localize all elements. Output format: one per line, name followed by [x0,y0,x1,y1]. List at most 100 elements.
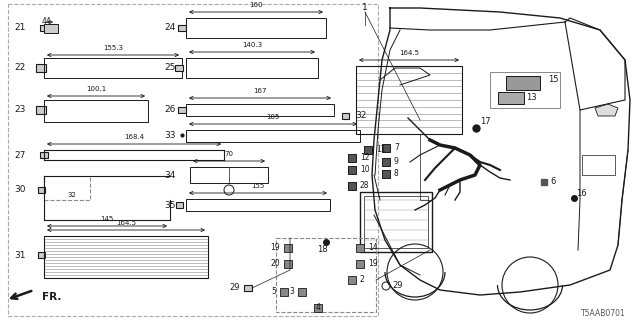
Bar [244,285,252,291]
Text: 167: 167 [253,88,267,94]
Text: 44: 44 [42,18,52,27]
Text: 185: 185 [266,114,280,120]
Bar [276,238,376,312]
Bar [490,72,560,108]
Text: 6: 6 [550,178,556,187]
Bar [178,25,186,31]
Text: 18: 18 [317,245,327,254]
Bar [348,276,356,284]
Bar [298,288,306,296]
Bar [44,58,182,78]
Bar [40,25,48,31]
Text: FR.: FR. [42,292,61,302]
Text: 29: 29 [230,284,240,292]
Text: 164.5: 164.5 [399,50,419,56]
Text: 33: 33 [164,131,176,140]
Text: 14: 14 [368,244,378,252]
Text: 155.3: 155.3 [103,45,123,51]
Bar [364,196,428,248]
Bar [382,144,390,152]
Bar [360,192,432,252]
Text: 30: 30 [15,186,26,195]
Text: 10: 10 [360,165,370,174]
Bar [186,130,360,142]
Text: 3: 3 [289,287,294,297]
Bar [38,187,45,193]
Bar [38,252,45,258]
Bar [356,260,364,268]
Bar [36,64,46,72]
Bar [190,167,268,183]
Text: 11: 11 [376,146,385,155]
Text: 16: 16 [576,189,587,198]
Text: 1: 1 [362,4,368,12]
Bar [186,199,330,211]
Text: 25: 25 [164,63,176,73]
Bar [176,202,183,208]
Bar [36,106,46,114]
Text: 13: 13 [526,93,536,102]
Text: 29: 29 [392,282,403,291]
Bar [186,104,334,116]
Text: 19: 19 [270,244,280,252]
Bar [175,65,183,71]
Text: T5AAB0701: T5AAB0701 [581,309,626,318]
Text: 9: 9 [394,157,399,166]
Bar [342,113,349,119]
Text: 5: 5 [271,287,276,297]
Bar [44,24,58,33]
Text: 4: 4 [316,303,321,313]
Text: 8: 8 [394,170,399,179]
Text: 145: 145 [100,216,114,222]
Bar [348,166,356,174]
Bar [44,236,208,278]
Text: 15: 15 [548,76,559,84]
Text: 17: 17 [480,117,491,126]
Text: 26: 26 [164,106,176,115]
Bar [364,146,372,154]
Bar [498,92,524,104]
Text: 21: 21 [15,23,26,33]
Text: 24: 24 [164,23,176,33]
Text: 20: 20 [270,260,280,268]
Bar [186,58,318,78]
Text: 12: 12 [360,154,369,163]
Text: 155: 155 [252,183,264,189]
Text: 32: 32 [68,192,76,198]
Bar [382,158,390,166]
Bar [348,154,356,162]
Text: 35: 35 [164,201,176,210]
Bar [356,66,462,134]
Text: 164.5: 164.5 [116,220,136,226]
Bar [8,4,378,316]
Bar [506,76,540,90]
Bar [284,244,292,252]
Bar [40,152,48,158]
Text: 23: 23 [15,106,26,115]
Text: 7: 7 [394,143,399,153]
Bar [356,244,364,252]
Text: 2: 2 [360,276,365,284]
Text: 27: 27 [15,150,26,159]
Text: 31: 31 [15,251,26,260]
Bar [348,182,356,190]
Bar [280,288,288,296]
Text: 140.3: 140.3 [242,42,262,48]
Text: 160: 160 [249,2,263,8]
Polygon shape [595,104,618,116]
Text: 19: 19 [368,260,378,268]
Bar [284,260,292,268]
Text: 168.4: 168.4 [124,134,144,140]
Bar [582,155,615,175]
Bar [44,100,148,122]
Bar [314,304,322,312]
Text: 34: 34 [164,171,176,180]
Bar [382,170,390,178]
Text: 28: 28 [360,181,369,190]
Bar [186,18,326,38]
Text: 70: 70 [225,151,234,157]
Bar [178,107,186,113]
Text: 32: 32 [355,111,366,121]
Text: 100.1: 100.1 [86,86,106,92]
Text: 22: 22 [15,63,26,73]
